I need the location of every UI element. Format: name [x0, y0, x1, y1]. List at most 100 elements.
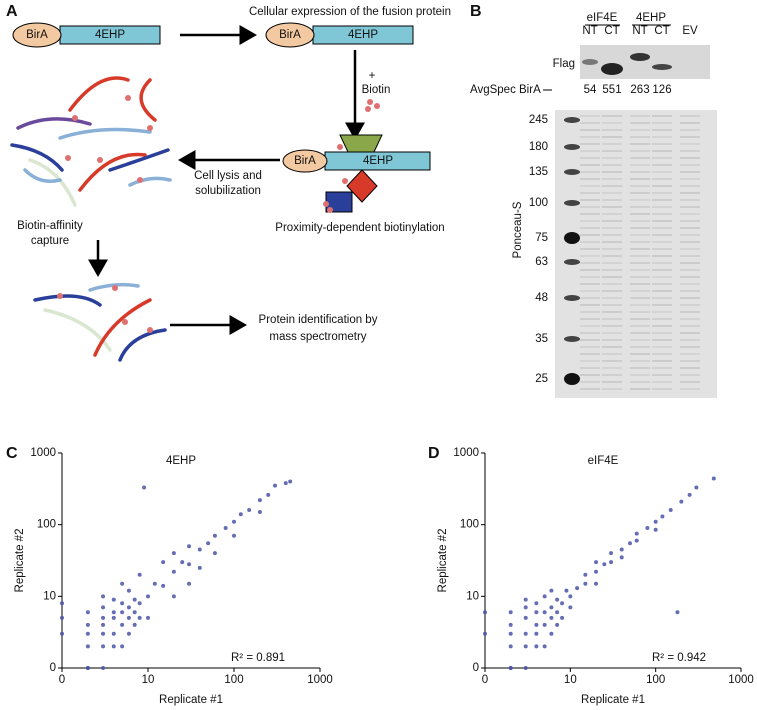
gel-band: [680, 388, 700, 390]
gel-band: [680, 136, 700, 138]
point: [668, 508, 673, 513]
point: [549, 588, 554, 593]
gel-band: [580, 388, 600, 390]
ladder-band: [564, 169, 580, 175]
point: [232, 519, 236, 524]
gel-band: [580, 220, 600, 222]
gel-band: [680, 332, 700, 334]
marker-label: 100: [529, 197, 548, 209]
step-text: Cell lysis and: [194, 170, 262, 182]
point: [560, 601, 565, 606]
gel-band: [680, 381, 700, 383]
tag-label: BirA: [26, 29, 48, 41]
point: [212, 551, 217, 556]
point: [187, 544, 192, 549]
gel-band: [652, 332, 672, 334]
gel-band: [680, 290, 700, 292]
gel-band: [630, 213, 650, 215]
gel-band: [602, 192, 622, 194]
marker-label: 135: [529, 166, 548, 178]
gel-band: [580, 276, 600, 278]
gel-band: [652, 129, 672, 131]
point: [247, 508, 252, 513]
gel-band: [630, 241, 650, 243]
gel-band: [630, 178, 650, 180]
protein-mix: [10, 76, 172, 207]
point: [609, 560, 614, 565]
marker-label: 75: [535, 232, 548, 244]
captured-proteins: [33, 282, 167, 362]
gel-band: [630, 374, 650, 376]
gel-band: [602, 150, 622, 152]
gel-band: [602, 346, 622, 348]
gel-band: [630, 136, 650, 138]
point: [171, 569, 176, 574]
point: [171, 594, 176, 599]
point: [583, 581, 588, 586]
point: [132, 597, 137, 602]
point: [223, 525, 228, 530]
gel-band: [680, 360, 700, 362]
point: [568, 605, 573, 610]
gel-band: [652, 115, 672, 117]
lane-label: CT: [604, 25, 619, 37]
x-tick-label: 0: [482, 674, 488, 686]
gel-band: [652, 220, 672, 222]
gel-band: [580, 381, 600, 383]
tag-label: BirA: [294, 155, 316, 167]
point: [161, 583, 166, 588]
point: [126, 631, 131, 636]
point: [523, 615, 528, 620]
gel-band: [630, 199, 650, 201]
panel-label: C: [6, 445, 18, 462]
gel-band: [630, 388, 650, 390]
gel-band: [680, 234, 700, 236]
step-text: Biotin-affinity: [17, 220, 83, 232]
gel-band: [680, 346, 700, 348]
gel-band: [652, 318, 672, 320]
gel-band: [580, 143, 600, 145]
point: [523, 644, 528, 649]
gel-band: [680, 157, 700, 159]
gel-band: [580, 367, 600, 369]
gel-band: [652, 171, 672, 173]
gel-band: [630, 353, 650, 355]
group-label: 4EHP: [636, 12, 666, 24]
point: [120, 581, 125, 586]
point: [187, 581, 192, 586]
point: [564, 588, 569, 593]
point: [257, 498, 262, 503]
point: [120, 644, 125, 649]
point: [542, 610, 547, 615]
gel-band: [680, 325, 700, 327]
gel-band: [652, 353, 672, 355]
gel-band: [652, 178, 672, 180]
point: [120, 601, 125, 606]
point: [101, 644, 106, 649]
gel-band: [602, 304, 622, 306]
x-axis-label: Replicate #1: [159, 694, 223, 706]
gel-band: [680, 276, 700, 278]
gel-band: [602, 157, 622, 159]
point: [146, 594, 150, 599]
gel-band: [602, 164, 622, 166]
gel-band: [680, 227, 700, 229]
point: [619, 555, 624, 560]
gel-band: [580, 115, 600, 117]
gel-band: [680, 122, 700, 124]
gel-band: [680, 206, 700, 208]
gel-band: [630, 220, 650, 222]
point: [283, 481, 288, 486]
gel-band: [602, 171, 622, 173]
point: [132, 610, 137, 615]
point: [85, 666, 90, 670]
gel-band: [680, 192, 700, 194]
point: [660, 514, 665, 519]
gel-band: [580, 339, 600, 341]
point: [101, 666, 106, 670]
gel-band: [680, 374, 700, 376]
gel-band: [602, 276, 622, 278]
gel-band: [580, 332, 600, 334]
x-tick-label: 100: [646, 674, 665, 686]
